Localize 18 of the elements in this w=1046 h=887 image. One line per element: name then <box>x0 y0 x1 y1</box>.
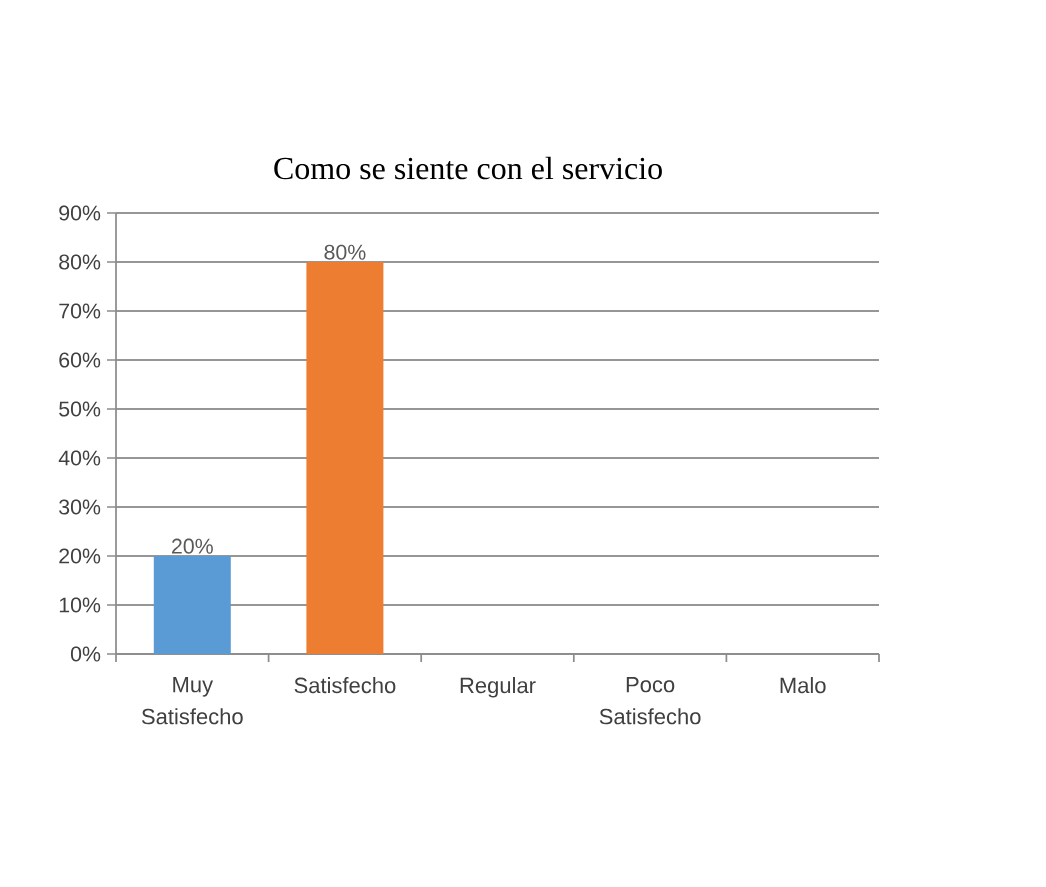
y-tick-label: 10% <box>59 597 101 613</box>
y-tick-label: 30% <box>59 499 101 515</box>
y-tick-label: 70% <box>59 303 101 319</box>
y-tick-label: 60% <box>59 352 101 368</box>
data-label: 20% <box>172 538 213 554</box>
y-tick-label: 80% <box>59 254 101 270</box>
data-label: 80% <box>324 244 366 260</box>
chart-title: Como se siente con el servicio <box>274 156 662 180</box>
x-tick-label: Poco Satisfecho <box>599 677 701 725</box>
x-tick-label: Muy Satisfecho <box>141 677 243 725</box>
y-tick-label: 50% <box>59 401 101 417</box>
y-tick-label: 20% <box>59 548 101 564</box>
y-tick-label: 90% <box>59 205 101 221</box>
x-tick-label: Satisfecho <box>294 677 396 694</box>
y-tick-label: 0% <box>70 646 101 662</box>
x-tick-label: Malo <box>780 677 826 694</box>
y-tick-label: 40% <box>58 450 101 466</box>
x-tick-label: Regular <box>460 677 536 698</box>
